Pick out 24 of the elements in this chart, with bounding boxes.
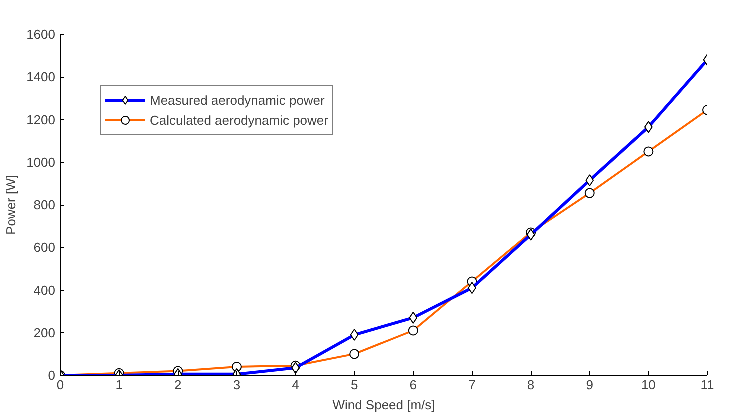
y-tick-label: 1200 xyxy=(26,112,56,128)
x-tick-label: 7 xyxy=(468,378,476,392)
legend-label: Calculated aerodynamic power xyxy=(150,112,328,128)
y-tick-label: 1600 xyxy=(26,27,56,42)
x-tick-label: 11 xyxy=(700,378,714,392)
y-axis-title: Power [W] xyxy=(4,175,19,235)
y-tick-label: 0 xyxy=(48,368,56,383)
x-tick-label: 4 xyxy=(292,378,300,392)
x-tick-label: 9 xyxy=(586,378,594,392)
y-tick-label: 800 xyxy=(34,198,56,212)
x-tick-label: 6 xyxy=(410,378,418,392)
x-tick-label: 10 xyxy=(641,378,656,392)
x-tick-label: 2 xyxy=(174,378,182,392)
x-tick-label: 8 xyxy=(527,378,535,392)
y-tick-label: 400 xyxy=(34,282,56,298)
x-tick-label: 5 xyxy=(350,378,358,392)
y-tick-label: 600 xyxy=(34,240,56,256)
x-tick-label: 3 xyxy=(233,378,241,392)
y-tick-label: 1000 xyxy=(26,154,56,170)
legend-label: Measured aerodynamic power xyxy=(150,92,325,108)
x-tick-label: 1 xyxy=(116,378,123,392)
y-tick-label: 1400 xyxy=(26,70,56,85)
x-axis-title: Wind Speed [m/s] xyxy=(332,398,436,412)
y-tick-label: 200 xyxy=(34,325,56,340)
